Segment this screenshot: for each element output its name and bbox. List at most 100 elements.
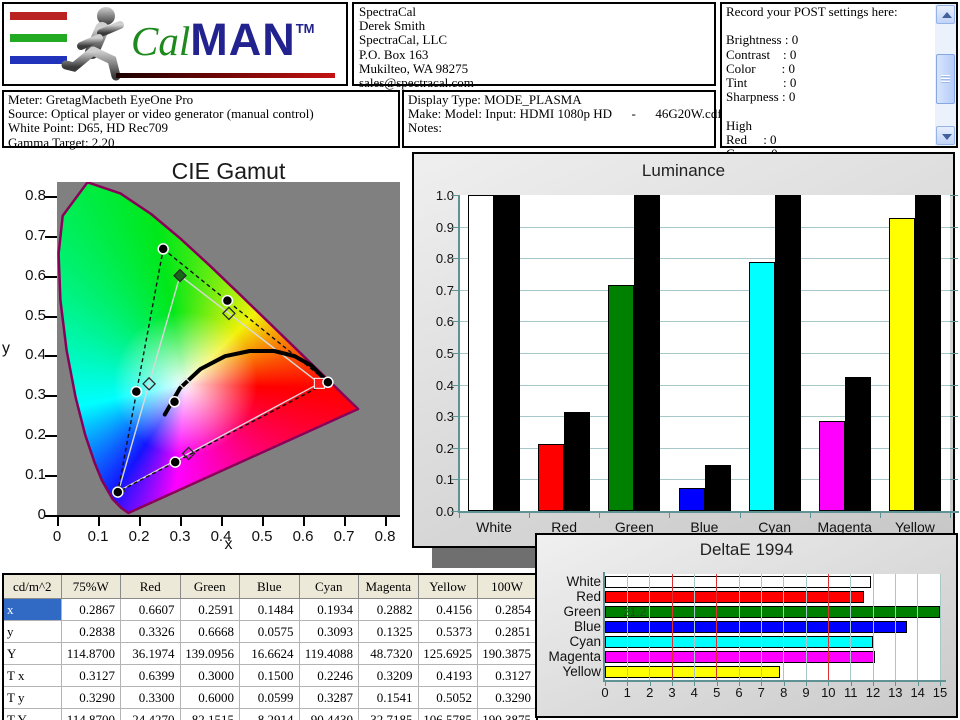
table-cell[interactable]: 0.3127 (60, 664, 121, 687)
table-cell[interactable]: 0.3209 (358, 664, 419, 687)
table-cell[interactable]: 119.4088 (298, 642, 359, 665)
table-cell[interactable]: 0.1325 (358, 620, 419, 643)
luminance-y-tick-label: 0.0 (435, 504, 454, 519)
table-row-label[interactable]: T Y (2, 708, 62, 720)
luminance-tick (451, 384, 459, 386)
cie-y-tick-label: 0.2 (25, 426, 46, 444)
table-cell[interactable]: 16.6624 (239, 642, 300, 665)
table-row: T x 0.3127 0.6399 0.3000 0.1500 0.2246 0.3209 0… (2, 664, 538, 687)
table-row-label[interactable]: T y (2, 686, 62, 709)
table-cell[interactable]: 0.4156 (417, 598, 478, 621)
luminance-chart: Luminance White Red Green Blue Cyan Magenta Ye… (412, 152, 959, 548)
table-cell[interactable]: 0.2854 (477, 598, 538, 621)
deltae-category-label: Blue (573, 618, 601, 634)
table-cell[interactable]: 0.3290 (60, 686, 121, 709)
table-row-label[interactable]: Y (2, 642, 62, 665)
table-cell[interactable]: 190.3875 (477, 708, 538, 720)
table-cell[interactable]: 0.1934 (298, 598, 359, 621)
cie-y-tick-label: 0.7 (25, 226, 46, 244)
post-settings-panel: Record your POST settings here: Brightne… (720, 2, 958, 175)
table-cell[interactable]: 139.0956 (179, 642, 240, 665)
scroll-down-button[interactable] (936, 126, 955, 145)
table-cell[interactable]: 125.6925 (417, 642, 478, 665)
cie-x-axis-label: x (224, 536, 233, 553)
scroll-up-button[interactable] (936, 5, 955, 24)
table-cell[interactable]: 8.2914 (239, 708, 300, 720)
cie-y-axis-label: y (2, 340, 10, 357)
deltae-gridline (805, 574, 807, 680)
luminance-tick (459, 511, 460, 518)
table-cell[interactable]: 0.1500 (239, 664, 300, 687)
deltae-bar (605, 575, 871, 588)
table-cell[interactable]: 0.3000 (179, 664, 240, 687)
table-cell[interactable]: 0.3287 (298, 686, 359, 709)
luminance-gridline (459, 416, 950, 418)
table-cell[interactable]: 0.2851 (477, 620, 538, 643)
deltae-tick (627, 680, 629, 686)
luminance-tick (451, 321, 459, 323)
table-cell[interactable]: 48.7320 (358, 642, 419, 665)
cie-tick (344, 515, 346, 526)
up-arrow-icon (941, 12, 952, 18)
deltae-x-tick-label: 14 (910, 685, 925, 700)
table-cell[interactable]: 0.1541 (358, 686, 419, 709)
cie-measured-point (169, 456, 181, 468)
table-row-label[interactable]: y (2, 620, 62, 643)
deltae-x-tick-label: 13 (888, 685, 903, 700)
post-line: Red : 0 (726, 131, 777, 147)
cie-tick (262, 515, 264, 526)
table-cell[interactable]: 0.0575 (239, 620, 300, 643)
table-cell[interactable]: 106.5785 (417, 708, 478, 720)
table-cell[interactable]: 0.5052 (417, 686, 478, 709)
deltae-bar (605, 605, 940, 618)
luminance-measured-bar (774, 195, 801, 511)
deltae-tick (694, 680, 696, 686)
table-cell[interactable]: 0.6000 (179, 686, 240, 709)
luminance-y-tick-label: 0.3 (435, 409, 454, 425)
table-cell[interactable]: 0.4193 (417, 664, 478, 687)
table-cell[interactable]: 0.2591 (179, 598, 240, 621)
table-cell[interactable]: 0.1484 (239, 598, 300, 621)
luminance-tick (451, 353, 459, 354)
table-cell[interactable]: 114.8700 (60, 708, 121, 720)
deltae-x-tick-label: 7 (757, 685, 765, 700)
table-cell[interactable]: 0.3127 (477, 664, 538, 687)
cie-y-tick-label: 0.8 (25, 186, 46, 204)
table-cell[interactable]: 0.2882 (358, 598, 419, 621)
table-cell[interactable]: 0.2246 (298, 664, 359, 687)
cie-measured-point (322, 376, 334, 389)
deltae-x-tick-label: 2 (646, 685, 654, 700)
table-cell[interactable]: 0.6399 (120, 664, 181, 687)
post-settings-text[interactable]: Record your POST settings here: Brightne… (726, 4, 931, 175)
table-cell[interactable]: 36.1974 (120, 642, 181, 665)
table-cell[interactable]: 0.3290 (477, 686, 538, 709)
table-cell[interactable]: 114.8700 (60, 642, 121, 665)
table-cell[interactable]: 0.6607 (120, 598, 181, 621)
table-row-label[interactable]: T x (2, 664, 62, 687)
deltae-x-tick-label: 3 (668, 685, 676, 700)
deltae-bar (605, 651, 876, 664)
table-column-header: Blue (239, 573, 300, 599)
table-cell[interactable]: 0.0599 (239, 686, 300, 709)
table-cell[interactable]: 0.3326 (120, 620, 181, 643)
table-cell[interactable]: 0.3300 (120, 686, 181, 709)
cie-tick (303, 515, 305, 526)
luminance-tick (950, 289, 958, 291)
table-cell[interactable]: 0.6668 (179, 620, 240, 643)
scroll-thumb[interactable] (936, 54, 955, 104)
scrollbar[interactable] (935, 4, 956, 146)
table-cell[interactable]: 32.7185 (358, 708, 419, 720)
table-cell[interactable]: 190.3875 (477, 642, 538, 665)
table-cell[interactable]: 82.1515 (179, 708, 240, 720)
table-cell[interactable]: 0.2838 (60, 620, 121, 643)
deltae-x-tick-label: 12 (865, 685, 881, 700)
contact-line: SpectraCal (359, 4, 417, 19)
table-cell[interactable]: 0.2867 (60, 598, 121, 621)
table-cell[interactable]: 0.5373 (417, 620, 478, 643)
table-cell[interactable]: 90.4430 (298, 708, 359, 720)
table-cell[interactable]: 0.3093 (298, 620, 359, 643)
table-row-label[interactable]: x (2, 598, 62, 621)
table-cell[interactable]: 24.4270 (120, 708, 181, 720)
cie-x-tick-label: 0.7 (333, 528, 355, 545)
cie-tick (221, 515, 223, 526)
